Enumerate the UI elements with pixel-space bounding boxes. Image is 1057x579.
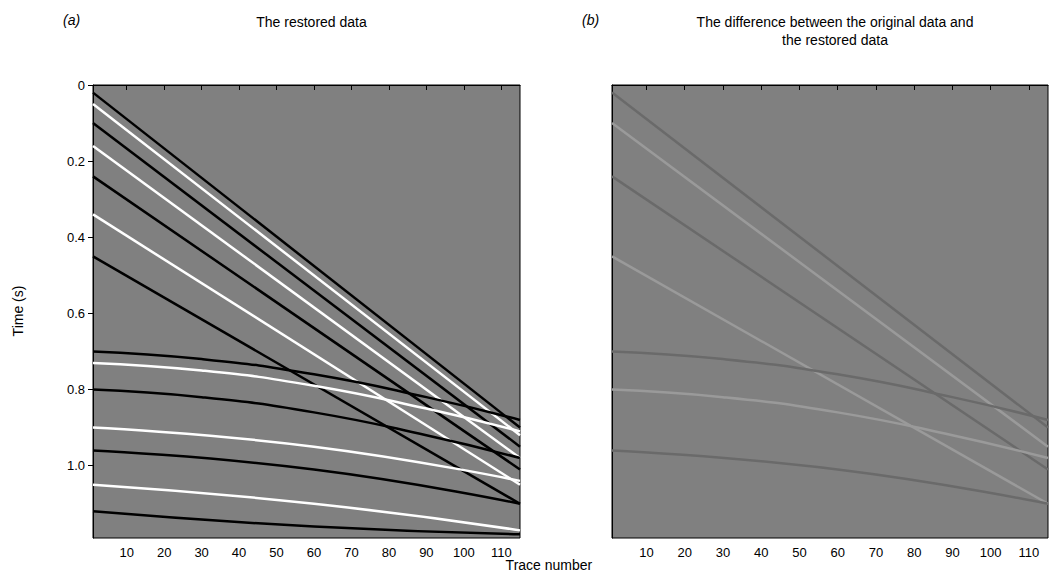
svg-text:Time (s): Time (s) — [10, 286, 26, 337]
svg-text:90: 90 — [945, 545, 959, 560]
svg-text:Trace number: Trace number — [506, 557, 593, 573]
svg-text:1.0: 1.0 — [67, 458, 85, 473]
svg-text:The difference between the ori: The difference between the original data… — [697, 14, 974, 30]
svg-text:10: 10 — [639, 545, 653, 560]
svg-text:30: 30 — [194, 545, 208, 560]
svg-text:0: 0 — [78, 78, 85, 93]
svg-text:(b): (b) — [582, 12, 599, 28]
svg-text:0.6: 0.6 — [67, 306, 85, 321]
svg-text:80: 80 — [907, 545, 921, 560]
svg-text:0.2: 0.2 — [67, 154, 85, 169]
svg-text:70: 70 — [344, 545, 358, 560]
svg-text:110: 110 — [491, 545, 512, 560]
svg-text:60: 60 — [307, 545, 321, 560]
svg-text:100: 100 — [980, 545, 1002, 560]
svg-text:40: 40 — [754, 545, 768, 560]
svg-text:(a): (a) — [63, 12, 80, 28]
svg-text:50: 50 — [269, 545, 283, 560]
svg-text:100: 100 — [453, 545, 475, 560]
svg-text:20: 20 — [677, 545, 691, 560]
svg-text:80: 80 — [382, 545, 396, 560]
svg-text:110: 110 — [1019, 545, 1040, 560]
svg-text:the restored data: the restored data — [782, 32, 888, 48]
svg-text:The restored data: The restored data — [256, 14, 367, 30]
svg-text:0.8: 0.8 — [67, 382, 85, 397]
svg-text:30: 30 — [716, 545, 730, 560]
svg-text:10: 10 — [119, 545, 133, 560]
svg-text:90: 90 — [419, 545, 433, 560]
svg-text:0.4: 0.4 — [67, 230, 85, 245]
svg-text:20: 20 — [157, 545, 171, 560]
svg-text:70: 70 — [869, 545, 883, 560]
svg-text:60: 60 — [830, 545, 844, 560]
svg-text:50: 50 — [792, 545, 806, 560]
svg-text:40: 40 — [232, 545, 246, 560]
